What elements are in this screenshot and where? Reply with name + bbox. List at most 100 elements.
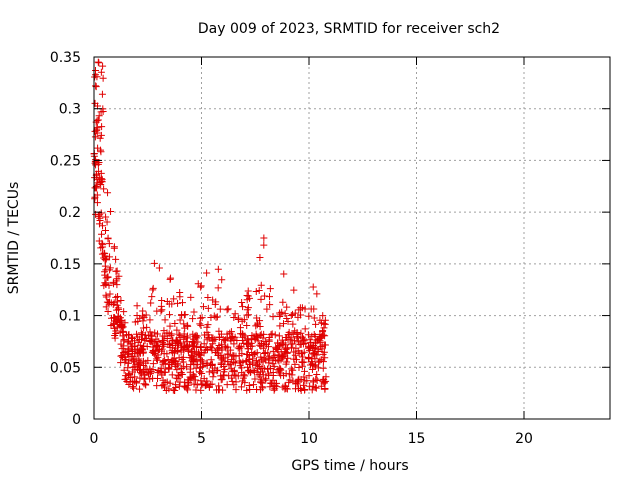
data-point [140, 313, 148, 321]
data-point [101, 262, 109, 270]
data-point [279, 298, 287, 306]
data-point [269, 368, 277, 376]
data-point [112, 327, 120, 335]
data-point [292, 379, 300, 387]
data-point [131, 373, 139, 381]
data-point [100, 249, 108, 257]
data-point [124, 331, 132, 339]
data-point [133, 312, 141, 320]
data-point [319, 364, 327, 372]
data-point [204, 304, 212, 312]
data-point [92, 82, 100, 90]
data-point [129, 363, 137, 371]
data-point [180, 382, 188, 390]
data-point [240, 339, 248, 347]
data-point [257, 281, 265, 289]
data-point [117, 359, 125, 367]
data-point [163, 378, 171, 386]
data-point [168, 371, 176, 379]
data-point [312, 384, 320, 392]
data-point [265, 359, 273, 367]
data-point [102, 274, 110, 282]
data-point [291, 351, 299, 359]
data-point [259, 344, 267, 352]
data-point [114, 315, 122, 323]
data-point [298, 333, 306, 341]
data-point [137, 329, 145, 337]
data-point [135, 360, 143, 368]
data-point [275, 367, 283, 375]
data-point [261, 349, 269, 357]
data-point [284, 318, 292, 326]
data-point [237, 383, 245, 391]
data-point [311, 349, 319, 357]
data-point [159, 376, 167, 384]
data-point [128, 348, 136, 356]
data-point [95, 59, 103, 67]
data-point [182, 338, 190, 346]
data-point [177, 348, 185, 356]
data-point [93, 199, 101, 207]
data-point [247, 339, 255, 347]
data-point [216, 305, 224, 313]
data-point [167, 332, 175, 340]
data-point [161, 357, 169, 365]
data-point [188, 374, 196, 382]
data-point [218, 276, 226, 284]
y-tick-label: 0.3 [59, 102, 81, 118]
data-point [238, 298, 246, 306]
data-point [124, 359, 132, 367]
data-point [112, 293, 120, 301]
data-point [157, 302, 165, 310]
data-point [254, 337, 262, 345]
data-point [255, 287, 263, 294]
data-point [218, 344, 226, 352]
data-point [163, 297, 171, 305]
data-point [227, 328, 235, 336]
data-point [176, 332, 184, 340]
data-point [139, 362, 147, 370]
data-point [309, 283, 317, 291]
data-point [221, 354, 229, 362]
data-point [120, 337, 128, 345]
data-point [248, 331, 256, 339]
data-point [209, 373, 217, 381]
data-point [191, 348, 199, 356]
data-point [286, 336, 294, 344]
data-point [264, 343, 272, 351]
data-point [149, 284, 157, 292]
data-point [165, 311, 173, 319]
data-point [240, 316, 248, 324]
data-point [117, 352, 125, 360]
y-tick-label: 0.25 [50, 153, 81, 169]
data-point [207, 356, 215, 364]
data-point [124, 371, 132, 379]
data-point [116, 319, 124, 327]
data-point [120, 366, 128, 374]
data-point [223, 350, 231, 358]
data-point [304, 343, 312, 351]
data-point [272, 343, 280, 351]
data-point [278, 308, 286, 316]
data-point [197, 283, 205, 291]
data-point [300, 373, 308, 381]
x-axis-label: GPS time / hours [291, 458, 408, 474]
data-point [210, 312, 218, 320]
data-point [289, 330, 297, 338]
data-point [165, 365, 173, 373]
data-point [321, 320, 329, 328]
data-point [161, 316, 169, 324]
data-point [178, 355, 186, 363]
data-point [205, 368, 213, 376]
data-point [319, 328, 327, 336]
data-point [275, 357, 283, 365]
data-point [193, 343, 201, 351]
grid-lines [94, 57, 610, 419]
data-point [172, 337, 180, 345]
data-point [215, 327, 223, 335]
data-point [95, 212, 103, 220]
data-point [103, 218, 111, 226]
data-point [160, 327, 168, 335]
data-point [306, 336, 314, 344]
data-point [244, 336, 252, 344]
